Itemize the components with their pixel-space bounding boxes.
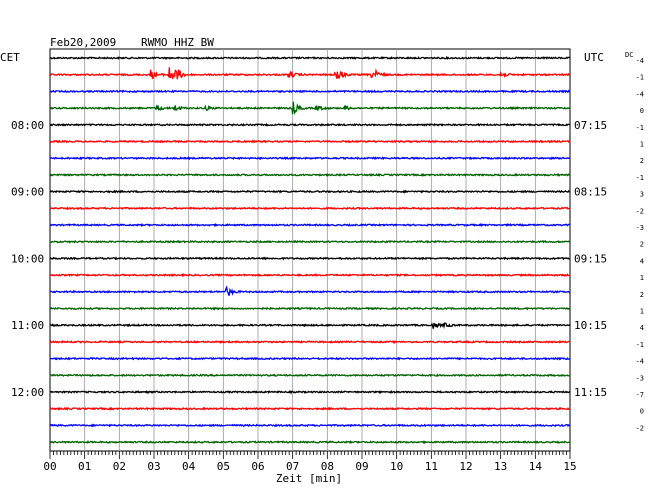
x-tick-label: 03	[147, 460, 160, 473]
right-time-label: 11:15	[574, 386, 607, 399]
trace-line	[49, 439, 571, 445]
trace-line	[49, 373, 571, 378]
dc-offset-value: -3	[636, 374, 644, 382]
trace-line	[49, 306, 571, 311]
x-tick-label: 14	[529, 460, 543, 473]
dc-offset-value: 2	[640, 291, 644, 299]
trace-line	[49, 189, 571, 194]
time-labels: 08:00 09:00 10:00 11:00 12:00 07:15 08:15 09:15…	[11, 119, 607, 399]
dc-offset-value: -2	[636, 207, 644, 215]
left-time-label: 12:00	[11, 386, 44, 399]
x-axis: 00 01 02 03 04 05 06 07 08 09 10 11 12 13 14 15	[43, 451, 577, 473]
dc-offset-value: -1	[636, 174, 644, 182]
trace-line	[49, 55, 571, 61]
dc-offset-value: -4	[636, 358, 644, 366]
x-tick-label: 08	[321, 460, 334, 473]
dc-label: DC	[625, 51, 633, 59]
trace-line	[49, 67, 571, 80]
trace-line	[49, 122, 571, 127]
dc-offset-value: -3	[636, 224, 644, 232]
dc-offset-value: 4	[640, 257, 644, 265]
x-tick-label: 09	[355, 460, 368, 473]
x-tick-label: 13	[494, 460, 507, 473]
left-timezone: CET	[0, 51, 20, 64]
dc-offset-value: -2	[636, 424, 644, 432]
dc-offset-value: 0	[640, 107, 644, 115]
trace-line	[49, 222, 571, 228]
trace-line	[49, 339, 571, 345]
dc-offset-value: 1	[640, 274, 644, 282]
dc-offset-value: 0	[640, 408, 644, 416]
dc-offset-value: -4	[636, 57, 644, 65]
dc-offset-value: -1	[636, 124, 644, 132]
header-date: Feb20,2009	[50, 36, 116, 49]
traces	[49, 55, 571, 445]
trace-line	[49, 406, 571, 411]
left-time-label: 08:00	[11, 119, 44, 132]
right-time-label: 08:15	[574, 186, 607, 199]
trace-line	[49, 285, 571, 296]
dc-offset-value: 2	[640, 157, 644, 165]
x-tick-label: 06	[251, 460, 264, 473]
trace-line	[49, 101, 571, 116]
dc-offset-value: -7	[636, 391, 644, 399]
x-axis-label: Zeit [min]	[276, 472, 342, 485]
left-time-label: 10:00	[11, 252, 44, 265]
x-tick-label: 00	[43, 460, 56, 473]
left-time-label: 09:00	[11, 186, 44, 199]
dc-offset-value: -1	[636, 341, 644, 349]
x-tick-label: 07	[286, 460, 299, 473]
dc-offsets: -4 -1 -4 0 -1 1 2 -1 3 -2 -3 2 4 1 2 1 4 -1 -4 -3 -7 0 -2	[636, 57, 644, 432]
left-time-label: 11:00	[11, 319, 44, 332]
x-tick-label: 01	[78, 460, 91, 473]
trace-line	[49, 139, 571, 144]
x-tick-label: 05	[217, 460, 230, 473]
x-tick-label: 02	[113, 460, 126, 473]
dc-offset-value: 3	[640, 191, 644, 199]
dc-offset-value: 4	[640, 324, 644, 332]
x-tick-label: 15	[563, 460, 576, 473]
right-time-label: 10:15	[574, 319, 607, 332]
dc-offset-value: -4	[636, 90, 644, 98]
x-tick-label: 11	[425, 460, 438, 473]
trace-line	[49, 356, 571, 361]
x-tick-label: 12	[459, 460, 472, 473]
dc-offset-value: 1	[640, 308, 644, 316]
trace-line	[49, 206, 571, 211]
trace-line	[49, 172, 571, 177]
trace-line	[49, 239, 571, 244]
plot-frame	[49, 48, 571, 452]
x-tick-label: 10	[390, 460, 403, 473]
trace-line	[49, 423, 571, 428]
trace-line	[49, 389, 571, 395]
trace-line	[49, 89, 571, 94]
trace-line	[49, 256, 571, 261]
right-time-label: 07:15	[574, 119, 607, 132]
dc-offset-value: -1	[636, 74, 644, 82]
header-station: RWMO HHZ BW	[141, 36, 214, 49]
trace-line	[49, 273, 571, 278]
time-grid	[49, 48, 571, 452]
trace-line	[49, 156, 571, 161]
trace-line	[49, 322, 571, 329]
right-time-label: 09:15	[574, 252, 607, 265]
dc-offset-value: 1	[640, 141, 644, 149]
right-timezone: UTC	[584, 51, 604, 64]
dc-offset-value: 2	[640, 241, 644, 249]
x-tick-label: 04	[182, 460, 196, 473]
